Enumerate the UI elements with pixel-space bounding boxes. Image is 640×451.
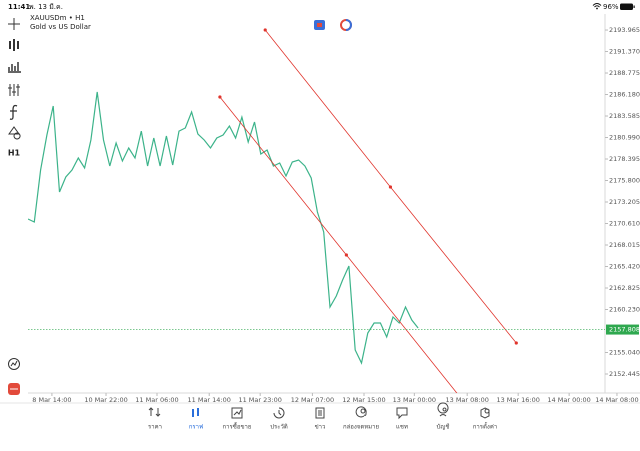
- nav-icon[interactable]: [148, 407, 161, 417]
- status-date: พ. 13 มี.ค.: [29, 3, 63, 11]
- nav-icon[interactable]: [273, 407, 285, 419]
- x-tick-label: 10 Mar 22:00: [84, 396, 127, 404]
- y-tick-label: 2175.800: [609, 177, 640, 185]
- y-tick-label: 2170.610: [609, 220, 640, 228]
- nav-label[interactable]: ราคา: [148, 424, 162, 431]
- candles-tool[interactable]: [9, 39, 19, 51]
- y-tick-label: 2155.040: [609, 348, 640, 356]
- history-tool[interactable]: [8, 358, 20, 370]
- x-tick-label: 13 Mar 16:00: [496, 396, 539, 404]
- nav-label[interactable]: แชท: [396, 424, 408, 431]
- left-toolbar: [8, 18, 21, 395]
- trade-levels-icon: [345, 19, 352, 31]
- wifi-dot: [596, 7, 598, 10]
- current-price-tag: [606, 324, 639, 335]
- crosshair-tool[interactable]: [8, 18, 20, 30]
- nav-icon[interactable]: [192, 408, 199, 417]
- trendline-anchor[interactable]: [218, 95, 222, 99]
- nav-icon[interactable]: [355, 406, 367, 418]
- wifi-icon: [592, 3, 602, 8]
- x-tick-label: 11 Mar 14:00: [188, 396, 231, 404]
- y-tick-label: 2183.585: [609, 112, 640, 120]
- battery-tip: [633, 5, 635, 8]
- nav-icon[interactable]: [480, 407, 490, 419]
- objects-tool[interactable]: [8, 126, 21, 140]
- y-tick-label: 2165.420: [609, 263, 640, 271]
- chart-description: Gold vs US Dollar: [30, 23, 91, 31]
- nav-icon[interactable]: [437, 402, 449, 417]
- y-tick-label: 2193.965: [609, 26, 640, 34]
- nav-icon[interactable]: [315, 407, 325, 419]
- battery-icon: [620, 3, 633, 10]
- status-bar: 11:41 พ. 13 มี.ค. 96%: [8, 3, 635, 11]
- nav-label[interactable]: การซื้อขาย: [223, 421, 252, 431]
- y-tick-label: 2180.990: [609, 134, 640, 142]
- status-time: 11:41: [8, 3, 30, 11]
- x-tick-label: 14 Mar 00:00: [547, 396, 590, 404]
- y-tick-label: 2173.205: [609, 198, 640, 206]
- trendline-anchor[interactable]: [263, 28, 267, 32]
- x-tick-label: 8 Mar 14:00: [32, 396, 71, 404]
- nav-label[interactable]: กราฟ: [189, 424, 203, 431]
- trendline-anchor[interactable]: [514, 341, 518, 345]
- nav-icon[interactable]: [231, 407, 243, 419]
- plot-area: [28, 28, 605, 393]
- x-tick-label: 12 Mar 07:00: [291, 396, 334, 404]
- y-tick-label: 2186.180: [609, 91, 640, 99]
- y-tick-label: 2178.395: [609, 155, 640, 163]
- battery-text: 96%: [603, 3, 619, 11]
- bars-tool[interactable]: [8, 62, 21, 73]
- nav-label[interactable]: กล่องจดหมาย: [343, 424, 379, 431]
- y-tick-label: 2152.445: [609, 370, 640, 378]
- indicators-tool[interactable]: [8, 84, 20, 96]
- y-tick-label: 2191.370: [609, 48, 640, 56]
- x-tick-label: 14 Mar 08:00: [595, 396, 638, 404]
- price-line: [28, 91, 419, 365]
- function-tool[interactable]: [9, 104, 18, 120]
- bottom-nav: ราคา กราฟ การซื้อขาย ประวัติ ข่าว กล่องจดหมาย…: [148, 402, 497, 431]
- trendline: [219, 96, 458, 393]
- timeframe-button[interactable]: H1: [8, 149, 21, 158]
- trendline-anchor[interactable]: [388, 185, 393, 189]
- axes: 2193.965 2191.370 2188.775 2186.180 2183.585…: [32, 26, 640, 404]
- nav-label[interactable]: บัญชี: [437, 423, 450, 431]
- nav-label[interactable]: การตั้งค่า: [473, 421, 497, 431]
- one-click-icon: [317, 23, 322, 27]
- nav-label[interactable]: ประวัติ: [270, 424, 288, 431]
- y-tick-label: 2168.015: [609, 241, 640, 249]
- chart-symbol: XAUUSDm • H1: [30, 14, 85, 22]
- x-tick-label: 11 Mar 23:00: [238, 396, 281, 404]
- nav-icon[interactable]: [396, 407, 408, 420]
- y-tick-label: 2160.230: [609, 305, 640, 313]
- x-tick-label: 12 Mar 15:00: [342, 396, 385, 404]
- x-tick-label: 13 Mar 00:00: [393, 396, 436, 404]
- history-tool-line: [10, 360, 18, 367]
- x-tick-label: 13 Mar 08:00: [445, 396, 488, 404]
- nav-label[interactable]: ข่าว: [315, 424, 326, 431]
- y-tick-label: 2188.775: [609, 69, 640, 77]
- current-price-label: 2157.808: [609, 326, 640, 334]
- y-tick-label: 2162.825: [609, 284, 640, 292]
- trendline-anchor[interactable]: [344, 253, 348, 257]
- x-tick-label: 11 Mar 06:00: [135, 396, 178, 404]
